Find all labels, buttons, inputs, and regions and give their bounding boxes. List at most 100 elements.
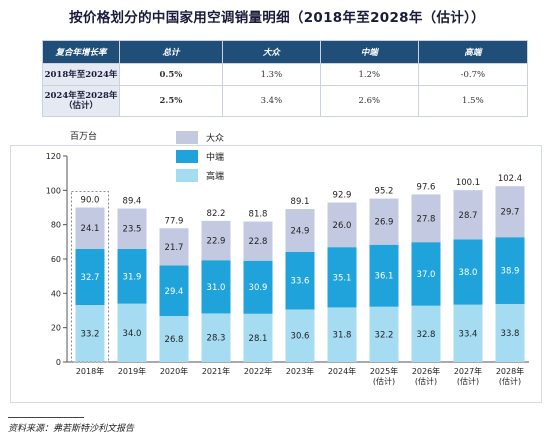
bar-segment: [159, 315, 189, 362]
data-label: 22.8: [249, 237, 268, 247]
cagr-header-total: 总计: [119, 40, 223, 64]
legend-item-mid: 中端: [176, 147, 224, 166]
legend-item-mass: 大众: [176, 128, 224, 147]
cagr-header-row: 复合年增长率 总计 大众 中端 高端: [42, 40, 529, 64]
y-tick-label: 120: [46, 152, 61, 161]
data-label: 24.9: [291, 226, 310, 236]
data-label: 24.1: [81, 224, 100, 234]
data-label: 27.8: [417, 214, 436, 224]
total-label: 95.2: [375, 187, 394, 197]
bar-segment: [411, 242, 441, 306]
bar-segment: [411, 194, 441, 243]
bar-segment: [243, 313, 273, 362]
table-row: 2024年至2028年（估计） 2.5% 3.4% 2.6% 1.5%: [42, 85, 529, 117]
data-label: 26.8: [165, 335, 184, 345]
bar-segment: [201, 260, 231, 314]
bar-segment: [159, 228, 189, 266]
bar-segment: [453, 190, 483, 240]
cagr-row-label: 2018年至2024年: [42, 63, 120, 86]
chart-legend: 大众 中端 高端: [176, 128, 224, 185]
chart-frame: [10, 145, 542, 403]
bar-segment: [285, 251, 315, 310]
cagr-cell: 2.5%: [119, 85, 223, 117]
y-tick-label: 80: [51, 221, 61, 230]
bar-segment: [327, 247, 357, 308]
total-label: 100.1: [456, 178, 480, 188]
x-tick-label: 2028年: [496, 366, 524, 376]
bar-segment: [369, 198, 399, 245]
data-label: 38.9: [501, 267, 520, 277]
bar-segment: [369, 244, 399, 307]
bar-segment: [453, 304, 483, 362]
legend-swatch-high: [176, 169, 198, 182]
bar-segment: [495, 237, 525, 304]
data-label: 31.8: [333, 331, 352, 341]
y-tick-label: 20: [51, 324, 61, 333]
y-tick-label: 60: [51, 255, 61, 264]
cagr-header-high: 高端: [417, 40, 529, 64]
x-tick-label: 2022年: [244, 366, 272, 376]
page-title: 按价格划分的中国家用空调销量明细（2018年至2028年（估计））: [69, 10, 485, 26]
x-tick-label: 2020年: [160, 366, 188, 376]
bar-segment: [201, 220, 231, 261]
bar-segment: [117, 248, 147, 304]
legend-swatch-mass: [176, 131, 198, 144]
cagr-cell: 2.6%: [319, 85, 419, 117]
legend-swatch-mid: [176, 150, 198, 163]
data-label: 30.9: [249, 283, 268, 293]
bar-segment: [243, 221, 273, 261]
cagr-row-label: 2024年至2028年（估计）: [42, 85, 120, 117]
data-label: 33.6: [291, 277, 310, 287]
x-tick-label: 2023年: [286, 366, 314, 376]
bar-segment: [495, 186, 525, 238]
source-divider: [8, 417, 84, 418]
bar-segment: [495, 303, 525, 362]
x-tick-label: (估计): [415, 376, 437, 386]
x-tick-label: 2025年: [370, 366, 398, 376]
table-row: 2018年至2024年 0.5% 1.3% 1.2% -0.7%: [42, 63, 529, 86]
data-label: 21.7: [165, 243, 184, 253]
data-label: 31.9: [123, 272, 142, 282]
bar-segment: [369, 306, 399, 362]
data-label: 32.7: [81, 273, 100, 283]
bar-segment: [75, 248, 105, 306]
x-tick-label: (估计): [499, 376, 521, 386]
data-label: 33.2: [81, 330, 100, 340]
legend-label-mid: 中端: [206, 153, 225, 163]
data-label: 32.2: [375, 330, 394, 340]
data-label: 35.1: [333, 273, 352, 283]
data-label: 26.0: [333, 221, 352, 231]
bar-segment: [117, 208, 147, 249]
total-label: 77.9: [165, 216, 184, 226]
x-tick-label: 2026年: [412, 366, 440, 376]
bar-segment: [75, 305, 105, 362]
data-label: 31.0: [207, 283, 226, 293]
y-tick-label: 0: [56, 358, 61, 367]
cagr-header-label: 复合年增长率: [42, 40, 120, 64]
legend-item-high: 高端: [176, 166, 224, 185]
total-label: 89.1: [291, 197, 310, 207]
data-label: 22.9: [207, 237, 226, 247]
bar-segment: [201, 313, 231, 362]
data-label: 36.1: [375, 272, 394, 282]
legend-label-high: 高端: [206, 172, 225, 182]
data-label: 28.3: [207, 334, 226, 344]
bar-segment: [327, 307, 357, 362]
source-note: 资料来源：弗若斯特沙利文报告: [8, 424, 135, 434]
total-label: 82.2: [207, 209, 226, 219]
data-label: 33.4: [459, 329, 478, 339]
data-label: 30.6: [291, 332, 310, 342]
cagr-table: 复合年增长率 总计 大众 中端 高端 2018年至2024年 0.5% 1.3%…: [42, 40, 529, 117]
total-label: 90.0: [81, 196, 100, 206]
total-label: 81.8: [249, 210, 268, 220]
bar-segment: [243, 260, 273, 314]
data-label: 29.4: [165, 287, 184, 297]
total-label: 97.6: [417, 182, 436, 192]
cagr-header-mass: 大众: [221, 40, 321, 64]
data-label: 28.7: [459, 211, 478, 221]
data-label: 23.5: [123, 225, 142, 235]
legend-label-mass: 大众: [206, 134, 225, 144]
bar-segment: [75, 207, 105, 249]
y-tick-label: 100: [46, 186, 61, 195]
